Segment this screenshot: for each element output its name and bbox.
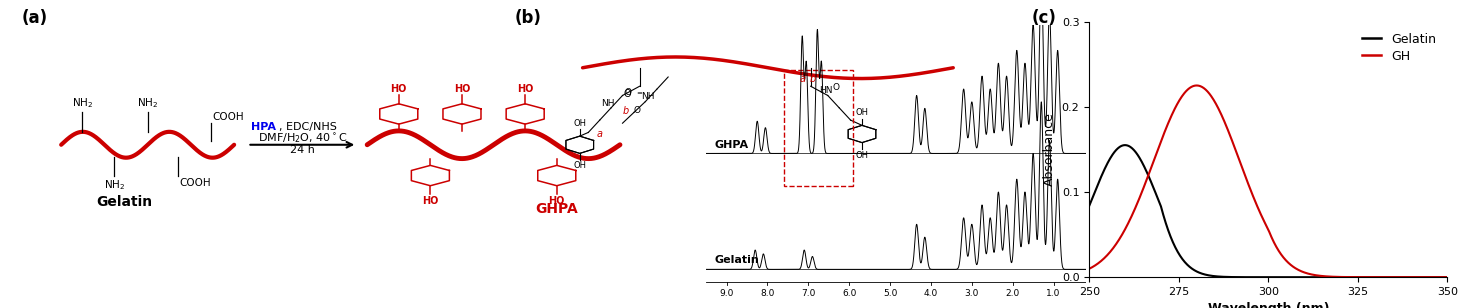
Text: OH: OH bbox=[855, 108, 868, 117]
Legend: Gelatin, GH: Gelatin, GH bbox=[1357, 28, 1442, 67]
Text: OH: OH bbox=[855, 151, 868, 160]
Text: 8.0: 8.0 bbox=[760, 289, 775, 298]
Text: Gelatin: Gelatin bbox=[96, 195, 152, 209]
Text: (c): (c) bbox=[1032, 9, 1057, 27]
Text: COOH: COOH bbox=[213, 112, 244, 122]
Text: b: b bbox=[810, 74, 816, 83]
Text: OH: OH bbox=[573, 161, 586, 170]
Text: 24 h: 24 h bbox=[291, 145, 316, 155]
Text: O: O bbox=[624, 88, 632, 97]
Text: HO: HO bbox=[548, 196, 564, 205]
Text: NH$_2$: NH$_2$ bbox=[137, 96, 158, 110]
Text: NH: NH bbox=[642, 92, 655, 101]
Text: NH: NH bbox=[601, 99, 616, 107]
Text: HN: HN bbox=[819, 86, 833, 95]
Text: (b): (b) bbox=[515, 9, 541, 27]
Text: 7.0: 7.0 bbox=[801, 289, 816, 298]
Text: COOH: COOH bbox=[180, 178, 211, 188]
Text: NH$_2$: NH$_2$ bbox=[104, 178, 124, 192]
Text: 3.0: 3.0 bbox=[965, 289, 980, 298]
Text: b: b bbox=[623, 106, 629, 116]
Text: HO: HO bbox=[390, 84, 406, 94]
X-axis label: Wavelength (nm): Wavelength (nm) bbox=[1208, 302, 1329, 308]
Text: DMF/H$_2$O, 40$^\circ$C: DMF/H$_2$O, 40$^\circ$C bbox=[257, 131, 348, 145]
Text: 6.0: 6.0 bbox=[842, 289, 857, 298]
Text: O: O bbox=[623, 89, 632, 99]
Text: (a): (a) bbox=[22, 9, 47, 27]
Text: a: a bbox=[596, 129, 602, 139]
Y-axis label: Absorbance: Absorbance bbox=[1044, 112, 1056, 186]
Text: 9.0: 9.0 bbox=[719, 289, 734, 298]
Text: GHPA: GHPA bbox=[535, 202, 577, 217]
Text: NH$_2$: NH$_2$ bbox=[72, 96, 94, 110]
Text: Gelatin: Gelatin bbox=[715, 256, 759, 265]
Text: GHPA: GHPA bbox=[715, 140, 749, 150]
Text: 2.0: 2.0 bbox=[1006, 289, 1020, 298]
Bar bbox=[784, 70, 854, 186]
Text: HPA: HPA bbox=[251, 122, 276, 132]
Text: , EDC/NHS: , EDC/NHS bbox=[279, 122, 336, 132]
Text: 4.0: 4.0 bbox=[924, 289, 939, 298]
Text: O: O bbox=[832, 83, 839, 92]
Text: HO: HO bbox=[423, 196, 439, 205]
Text: O: O bbox=[633, 106, 640, 115]
Text: HO: HO bbox=[453, 84, 471, 94]
Text: 5.0: 5.0 bbox=[883, 289, 898, 298]
Text: $\mathdefault{=}$: $\mathdefault{=}$ bbox=[636, 89, 643, 95]
Text: HO: HO bbox=[518, 84, 534, 94]
Text: OH: OH bbox=[573, 119, 586, 128]
Text: a: a bbox=[800, 74, 806, 83]
Text: 1.0: 1.0 bbox=[1047, 289, 1061, 298]
